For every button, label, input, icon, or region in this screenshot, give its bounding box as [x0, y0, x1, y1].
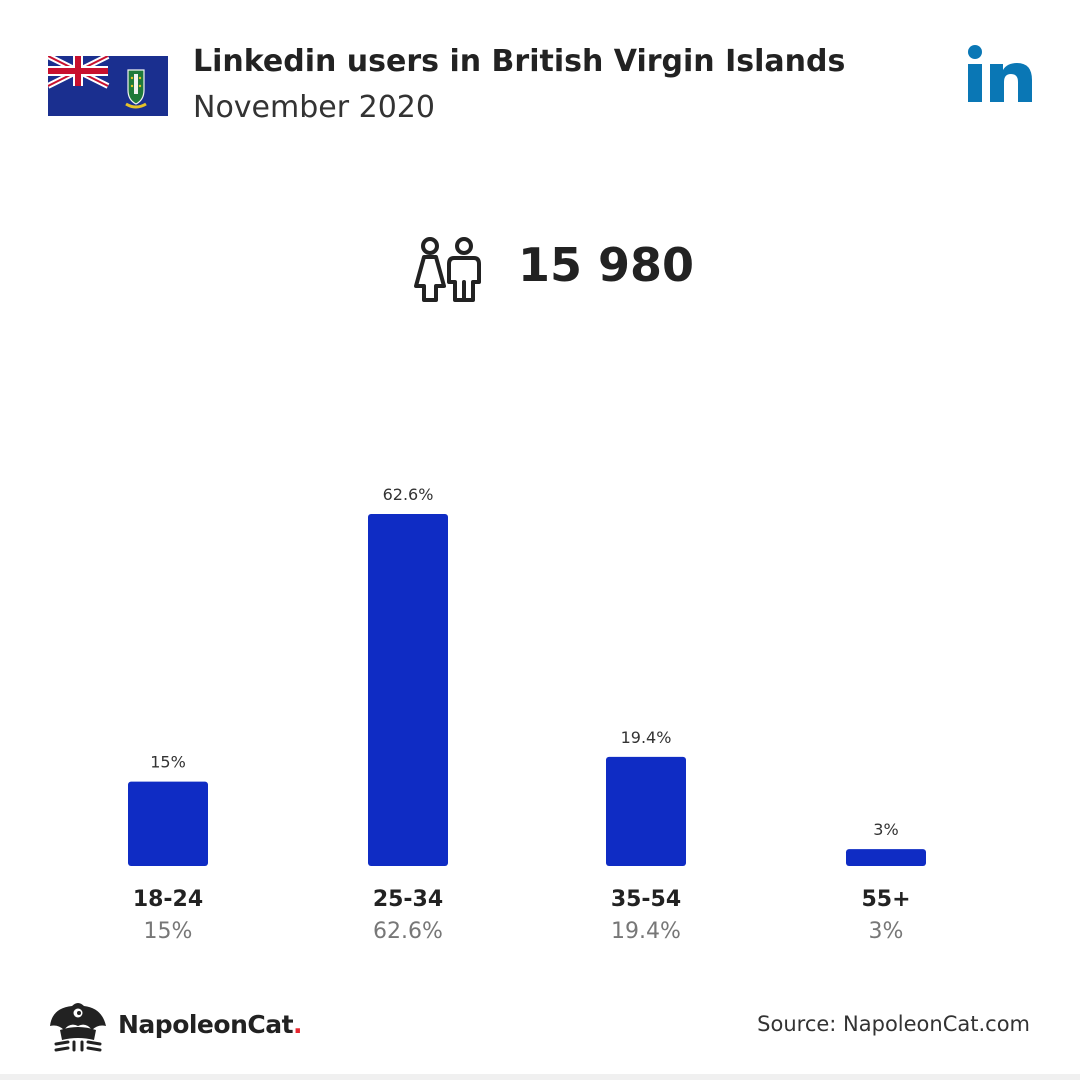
category-percent-label: 62.6%: [373, 919, 443, 944]
bar-value-label: 3%: [873, 820, 898, 839]
bottom-strip: [0, 1074, 1080, 1080]
category-percent-label: 3%: [869, 919, 904, 944]
brand-name: NapoleonCat.: [118, 1010, 303, 1039]
bar-value-label: 19.4%: [621, 728, 672, 747]
source-label: Source: NapoleonCat.com: [757, 1012, 1030, 1036]
total-users: 15 980: [518, 238, 695, 292]
category-label: 35-54: [611, 887, 681, 912]
british-virgin-islands-flag-icon: [48, 56, 168, 116]
category-label: 55+: [861, 887, 910, 912]
bar-55+: [846, 849, 926, 866]
linkedin-logo-icon: [968, 45, 1032, 102]
bar-value-label: 15%: [150, 753, 186, 772]
bar-value-label: 62.6%: [383, 485, 434, 504]
category-label: 18-24: [133, 887, 203, 912]
category-percent-label: 15%: [144, 919, 193, 944]
bar-18-24: [128, 781, 208, 866]
page-title: Linkedin users in British Virgin Islands: [193, 44, 846, 79]
page-subtitle: November 2020: [193, 90, 435, 125]
users-icon: [414, 237, 481, 302]
napoleoncat-logo-icon: [50, 1003, 106, 1052]
bar-25-34: [368, 514, 448, 866]
age-bar-chart: 15% 18-24 15% 62.6% 25-34 62.6% 19.4% 35-54 19.4…: [128, 485, 926, 944]
brand-dot: .: [293, 1010, 303, 1039]
category-percent-label: 19.4%: [611, 919, 681, 944]
bar-35-54: [606, 756, 686, 866]
category-label: 25-34: [373, 887, 443, 912]
